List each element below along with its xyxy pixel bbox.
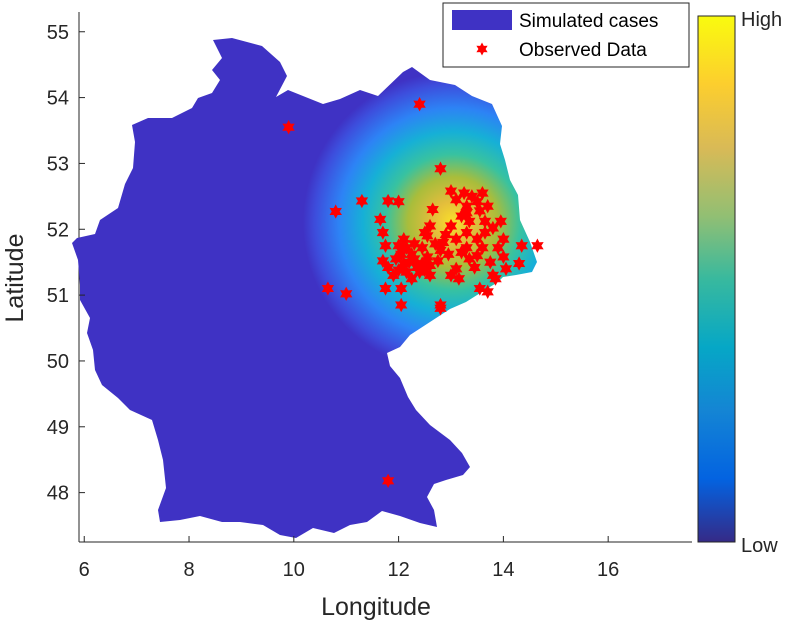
y-tick-label: 54 <box>47 88 69 110</box>
observed-data-point <box>395 281 408 296</box>
observed-data-point <box>457 185 471 201</box>
observed-data-point <box>436 235 450 250</box>
observed-data-point <box>512 256 526 271</box>
observed-data-point <box>379 281 392 296</box>
observed-data-point <box>400 240 413 255</box>
observed-data-point <box>413 97 426 112</box>
y-tick-label: 49 <box>47 417 69 439</box>
legend-star-marker <box>476 42 488 56</box>
observed-data-point <box>439 227 452 242</box>
observed-data-point <box>497 249 510 265</box>
observed-data-point <box>376 253 390 269</box>
legend-swatch-simulated <box>452 10 512 30</box>
observed-data-point <box>415 240 429 255</box>
observed-data-point <box>481 199 494 214</box>
observed-data-point <box>444 268 458 283</box>
observed-data-point <box>499 261 513 276</box>
observed-data-point <box>463 214 476 229</box>
observed-data-point <box>340 286 353 301</box>
observed-data-point <box>282 120 295 135</box>
observed-data-point <box>426 202 439 217</box>
heatmap-fill <box>72 38 537 538</box>
observed-data-point <box>476 185 489 201</box>
observed-data-point <box>468 260 481 275</box>
observed-data-point <box>381 193 395 209</box>
axis-ticks: 6 8 10 12 14 16 48 49 50 51 52 53 54 55 <box>47 22 620 581</box>
legend-label-observed: Observed Data <box>519 40 647 61</box>
x-tick-label: 14 <box>492 559 514 581</box>
observed-data-point <box>465 189 479 204</box>
observed-data-point <box>481 284 494 299</box>
observed-data-point <box>473 281 486 296</box>
observed-data-point <box>329 204 342 219</box>
y-tick-label: 50 <box>47 351 69 373</box>
observed-data-point <box>434 301 447 316</box>
observed-data-point <box>494 214 507 229</box>
observed-data-point <box>423 268 437 283</box>
observed-data-point <box>379 238 392 253</box>
observed-data-point <box>478 214 492 229</box>
x-tick-label: 10 <box>283 559 305 581</box>
x-tick-label: 8 <box>183 559 194 581</box>
observed-data-point <box>418 225 431 240</box>
observed-data-point <box>392 262 405 278</box>
colorbar: High Low <box>697 9 782 557</box>
y-tick-label: 55 <box>47 22 69 44</box>
observed-data-point <box>376 225 390 240</box>
x-tick-label: 12 <box>387 559 409 581</box>
observed-data-point <box>442 247 455 262</box>
observed-data-point <box>434 243 447 258</box>
observed-data-point <box>381 473 395 488</box>
observed-data-point <box>452 271 466 286</box>
observed-data-point <box>460 240 473 255</box>
observed-data-point <box>460 205 473 220</box>
colorbar-gradient <box>697 15 736 543</box>
observed-data-markers <box>282 97 544 488</box>
observed-data-point <box>431 253 445 269</box>
colorbar-label-low: Low <box>741 535 778 557</box>
observed-data-point <box>381 260 395 275</box>
observed-data-point <box>531 238 544 253</box>
plot-area <box>78 12 692 543</box>
observed-data-point <box>489 271 502 286</box>
y-tick-label: 51 <box>47 285 69 307</box>
observed-data-point <box>374 212 387 227</box>
colorbar-label-high: High <box>741 9 782 31</box>
observed-data-point <box>515 238 528 253</box>
observed-data-point <box>434 161 447 176</box>
observed-data-point <box>395 297 408 313</box>
y-tick-label: 52 <box>47 219 69 241</box>
legend-label-simulated: Simulated cases <box>519 11 658 32</box>
x-tick-label: 16 <box>597 559 619 581</box>
observed-data-point <box>497 231 510 247</box>
observed-data-point <box>321 281 335 296</box>
legend-marker-observed <box>476 42 488 56</box>
x-axis-title: Longitude <box>321 593 431 621</box>
x-tick-label: 6 <box>79 559 90 581</box>
y-tick-label: 48 <box>47 483 69 505</box>
observed-data-point <box>450 231 463 247</box>
observed-data-point <box>355 193 369 209</box>
observed-data-point <box>392 194 405 209</box>
legend: Simulated cases Observed Data <box>442 2 690 68</box>
observed-data-point <box>484 255 497 270</box>
y-axis-title: Latitude <box>1 234 29 323</box>
y-tick-label: 53 <box>47 153 69 175</box>
simulated-cases-map <box>72 38 537 538</box>
observed-data-point <box>405 271 418 286</box>
observed-data-point <box>387 268 400 283</box>
observed-data-point <box>460 225 473 240</box>
observed-data-point <box>408 236 421 251</box>
